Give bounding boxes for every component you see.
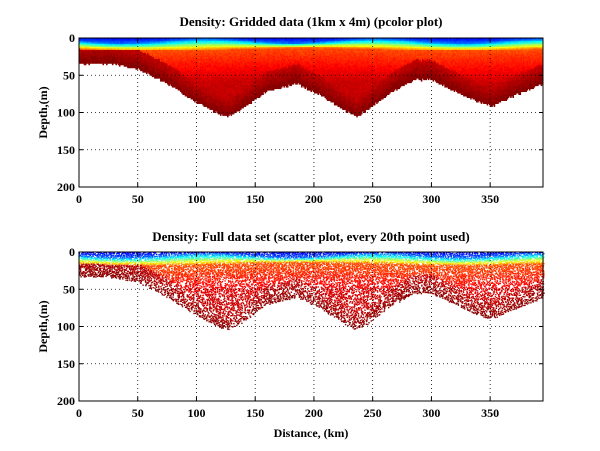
- density-cell: [251, 102, 253, 104]
- top-density-panel: Density: Gridded data (1km x 4m) (pcolor…: [36, 14, 543, 206]
- top-data-area: [79, 38, 543, 117]
- top-y-axis-label: Depth,(m): [36, 86, 50, 138]
- top-chart-title: Density: Gridded data (1km x 4m) (pcolor…: [179, 14, 442, 29]
